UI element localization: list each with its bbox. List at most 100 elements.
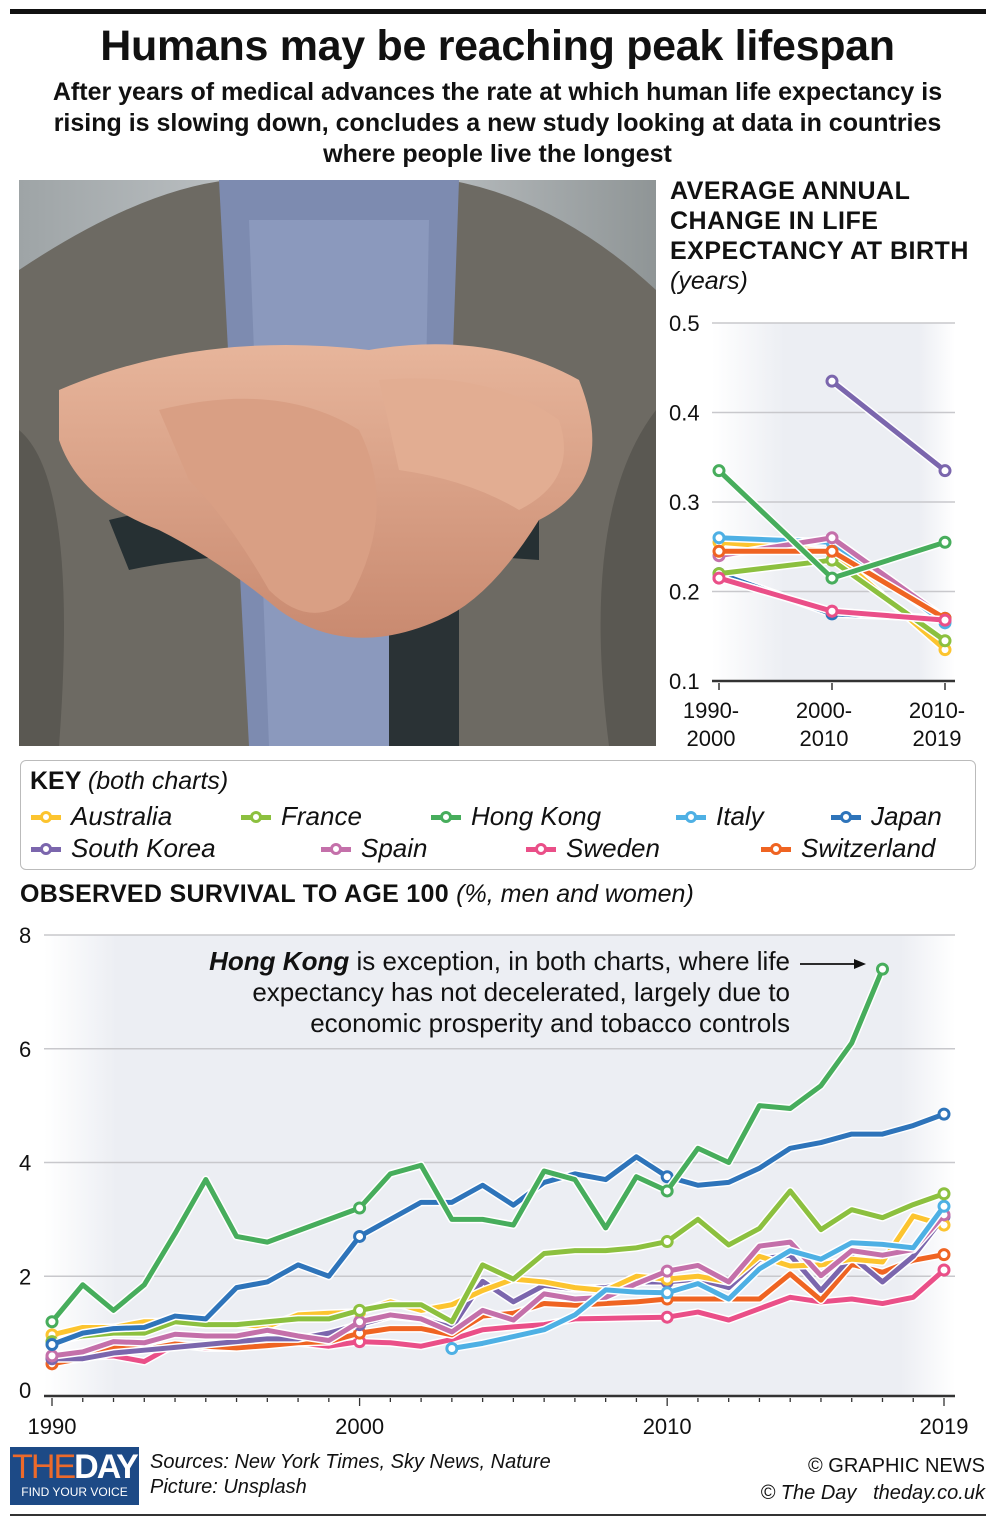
chart1-title: AVERAGE ANNUAL CHANGE IN LIFE EXPECTANCY… bbox=[670, 176, 990, 296]
data-point-sweden bbox=[938, 613, 952, 627]
chart1-life-expectancy-change: 0.1 0.2 0.3 0.4 0.5 1990- 2000 2000- 2010 2010- 20… bbox=[669, 311, 965, 751]
series-line-france bbox=[51, 1188, 945, 1345]
logo-tagline: FIND YOUR VOICE bbox=[21, 1485, 128, 1499]
sources-text: Sources: New York Times, Sky News, Natur… bbox=[150, 1451, 551, 1473]
x-tick-label: 2019 bbox=[913, 726, 962, 751]
key-label: France bbox=[281, 801, 362, 831]
the-day-logo: THEDAY FIND YOUR VOICE bbox=[10, 1447, 139, 1505]
chart2-title: OBSERVED SURVIVAL TO AGE 100 (%, men and… bbox=[20, 880, 694, 909]
key-item-france: France bbox=[241, 801, 362, 832]
legend-key: KEY (both charts) Australia France Hong Ko… bbox=[20, 760, 976, 870]
page-subtitle: After years of medical advances the rate… bbox=[52, 78, 943, 168]
data-point-spain bbox=[660, 1264, 674, 1278]
sweden-line-marker-icon bbox=[526, 842, 556, 856]
data-point-france bbox=[937, 1187, 951, 1201]
data-point-switzerland bbox=[825, 544, 839, 558]
data-point-japan bbox=[660, 1170, 674, 1184]
chart2-title-unit: (%, men and women) bbox=[456, 880, 694, 908]
page-title: Humans may be reaching peak lifespan bbox=[100, 22, 895, 70]
x-tick-label: 2010- bbox=[909, 698, 965, 723]
key-item-switzerland: Switzerland bbox=[761, 833, 935, 864]
series-line-japan bbox=[51, 1111, 945, 1347]
data-point-south-korea bbox=[938, 464, 952, 478]
x-tick-label: 1990 bbox=[28, 1414, 77, 1439]
france-line-marker-icon bbox=[241, 810, 271, 824]
key-title: KEY (both charts) bbox=[30, 767, 228, 796]
data-point-spain bbox=[353, 1315, 367, 1329]
key-label: South Korea bbox=[71, 833, 216, 863]
y-tick-label: 0.2 bbox=[669, 580, 700, 605]
data-point-italy bbox=[445, 1341, 459, 1355]
chart2-survival-to-100: 0 2 4 6 8 1990 2000 2010 2019 bbox=[19, 923, 969, 1439]
x-tick-label: 2000 bbox=[335, 1414, 384, 1439]
data-point-france bbox=[938, 634, 952, 648]
key-label: Sweden bbox=[566, 833, 660, 863]
x-tick-label: 1990- bbox=[683, 698, 739, 723]
series-line-hong-kong bbox=[50, 968, 885, 1324]
hong-kong-line-marker-icon bbox=[431, 810, 461, 824]
australia-line-marker-icon bbox=[31, 810, 61, 824]
data-point-france bbox=[660, 1235, 674, 1249]
data-point-sweden bbox=[937, 1263, 951, 1277]
data-point-hong-kong bbox=[938, 535, 952, 549]
key-item-italy: Italy bbox=[676, 801, 764, 832]
y-tick-label: 0.4 bbox=[669, 401, 700, 426]
data-point-hong-kong bbox=[825, 571, 839, 585]
y-tick-label: 8 bbox=[19, 923, 31, 948]
series-line-italy bbox=[451, 1204, 947, 1351]
key-item-spain: Spain bbox=[321, 833, 428, 864]
south-korea-line-marker-icon bbox=[31, 842, 61, 856]
italy-line-marker-icon bbox=[676, 810, 706, 824]
data-point-spain bbox=[45, 1349, 59, 1363]
data-point-japan bbox=[937, 1107, 951, 1121]
data-point-sweden bbox=[825, 604, 839, 618]
x-tick-label: 2000 bbox=[687, 726, 736, 751]
series-line-south-korea bbox=[52, 1215, 946, 1362]
data-point-hong-kong bbox=[45, 1315, 59, 1329]
key-item-australia: Australia bbox=[31, 801, 172, 832]
data-point-italy bbox=[712, 531, 726, 545]
logo-the: THE bbox=[12, 1448, 76, 1486]
series-line-south-korea bbox=[830, 379, 947, 473]
key-label: Italy bbox=[716, 801, 764, 831]
logo-day: DAY bbox=[74, 1448, 139, 1486]
key-item-japan: Japan bbox=[831, 801, 942, 832]
key-label: Japan bbox=[871, 801, 942, 831]
data-point-sweden bbox=[660, 1310, 674, 1324]
x-tick-label: 2010 bbox=[643, 1414, 692, 1439]
top-rule bbox=[10, 9, 986, 14]
website-link[interactable]: theday.co.uk bbox=[873, 1482, 985, 1504]
key-label: Spain bbox=[361, 833, 428, 863]
y-tick-label: 0.5 bbox=[669, 311, 700, 336]
series-line-spain bbox=[51, 1213, 946, 1359]
key-item-sweden: Sweden bbox=[526, 833, 660, 864]
data-point-italy bbox=[660, 1286, 674, 1300]
data-point-japan bbox=[45, 1338, 59, 1351]
chart1-title-unit: (years) bbox=[670, 267, 748, 295]
key-label: Switzerland bbox=[801, 833, 936, 863]
y-tick-label: 6 bbox=[19, 1037, 31, 1062]
data-point-sweden bbox=[712, 571, 726, 585]
x-tick-label: 2010 bbox=[800, 726, 849, 751]
y-tick-label: 4 bbox=[19, 1151, 31, 1176]
spain-line-marker-icon bbox=[321, 842, 351, 856]
chart1-title-text: AVERAGE ANNUAL CHANGE IN LIFE EXPECTANCY… bbox=[670, 177, 969, 265]
data-point-spain bbox=[825, 531, 839, 545]
data-point-italy bbox=[937, 1199, 951, 1213]
y-tick-label: 0 bbox=[19, 1378, 31, 1403]
annotation-arrow-icon bbox=[800, 959, 866, 969]
data-point-japan bbox=[353, 1229, 367, 1243]
x-tick-label: 2000- bbox=[796, 698, 852, 723]
key-item-south-korea: South Korea bbox=[31, 833, 216, 864]
key-title-text: KEY bbox=[30, 767, 81, 795]
annotation-text: is exception, in both charts, where life… bbox=[252, 946, 790, 1038]
data-point-south-korea bbox=[825, 374, 839, 388]
chart2-title-text: OBSERVED SURVIVAL TO AGE 100 bbox=[20, 880, 449, 908]
japan-line-marker-icon bbox=[831, 810, 861, 824]
picture-credit: Picture: Unsplash bbox=[150, 1476, 307, 1498]
data-point-switzerland bbox=[712, 544, 726, 558]
data-point-hong-kong bbox=[660, 1184, 674, 1198]
x-tick-label: 2019 bbox=[920, 1414, 969, 1439]
data-point-hong-kong bbox=[353, 1201, 367, 1215]
sources: Sources: New York Times, Sky News, Natur… bbox=[150, 1450, 551, 1500]
